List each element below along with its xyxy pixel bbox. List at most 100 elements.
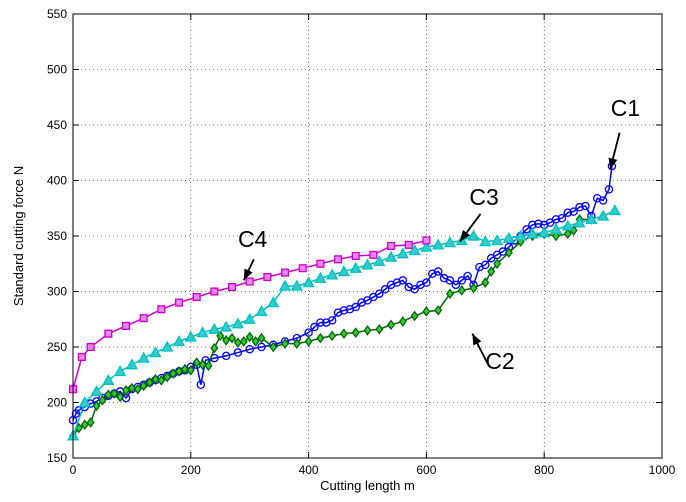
triangle-marker [585, 213, 598, 225]
square-marker [387, 241, 396, 251]
triangle-marker [137, 351, 150, 363]
callout-c3: C3 [459, 184, 499, 243]
circle-marker [422, 278, 431, 287]
y-tick-label: 450 [47, 118, 67, 132]
x-tick-label: 400 [299, 463, 319, 477]
diamond-marker [180, 363, 189, 375]
square-marker [422, 236, 431, 245]
callout-arrowhead [459, 230, 471, 242]
triangle-marker [78, 396, 91, 408]
diamond-marker [445, 288, 454, 300]
callout-label: C3 [469, 184, 498, 210]
circle-marker [339, 306, 349, 315]
circle-marker [604, 185, 614, 194]
circle-marker [351, 302, 360, 312]
square-marker [298, 264, 307, 273]
triangle-marker [243, 312, 256, 324]
diamond-marker [410, 310, 419, 322]
diamond-marker [351, 327, 360, 338]
square-marker [351, 251, 360, 261]
triangle-marker [490, 234, 504, 246]
diamond-marker [133, 383, 142, 395]
circle-marker [445, 276, 455, 285]
square-marker [139, 314, 148, 323]
triangle-marker [361, 258, 374, 270]
y-tick-label: 150 [47, 451, 67, 465]
diamond-marker [363, 325, 372, 336]
circle-marker [557, 213, 567, 223]
square-marker [104, 329, 113, 338]
circle-marker [380, 285, 390, 294]
square-marker [192, 292, 201, 302]
square-marker [316, 259, 325, 268]
diamond-marker [281, 338, 290, 349]
triangle-marker [267, 296, 280, 308]
square-marker [245, 277, 254, 286]
callout-arrowhead [243, 268, 253, 281]
circle-marker [451, 280, 461, 290]
diamond-marker [387, 319, 396, 331]
triangle-marker [172, 335, 186, 347]
diamond-marker [245, 331, 254, 343]
callout-c1: C1 [608, 95, 640, 170]
triangle-marker [349, 261, 362, 273]
triangle-marker [184, 330, 197, 342]
diamond-marker [204, 360, 213, 372]
diamond-marker [145, 377, 154, 388]
series-4 [68, 236, 431, 394]
triangle-marker [596, 209, 610, 221]
x-tick-label: 200 [181, 463, 201, 477]
y-tick-label: 550 [47, 7, 67, 21]
y-axis-title: Standard cutting force N [11, 166, 26, 306]
triangle-marker [432, 238, 445, 250]
triangle-marker [514, 229, 527, 241]
circle-marker [316, 318, 325, 327]
diamond-marker [504, 247, 513, 258]
diamond-marker [251, 336, 260, 347]
x-tick-label: 600 [416, 463, 436, 477]
triangle-marker [302, 276, 315, 288]
triangle-marker [526, 227, 539, 239]
diamond-marker [228, 332, 236, 344]
triangle-marker [549, 223, 563, 234]
circle-marker [598, 196, 608, 205]
y-tick-label: 350 [47, 229, 67, 243]
square-marker [227, 283, 237, 292]
circle-marker [327, 316, 337, 325]
callout-label: C4 [238, 226, 268, 252]
circle-marker [569, 207, 578, 216]
triangle-marker [420, 240, 433, 252]
diamond-marker [222, 335, 231, 346]
x-tick-label: 1000 [649, 463, 676, 477]
callout-c4: C4 [238, 226, 268, 281]
diamond-marker [139, 380, 148, 392]
circle-marker [196, 380, 206, 389]
y-tick-label: 250 [47, 340, 67, 354]
square-marker [86, 342, 95, 352]
circle-marker [575, 202, 584, 212]
circle-marker [522, 225, 531, 234]
square-marker [121, 321, 131, 330]
circle-marker [410, 285, 419, 294]
diamond-marker [127, 382, 136, 394]
diamond-marker [469, 282, 478, 294]
diamond-marker [157, 375, 166, 386]
y-tick-label: 200 [47, 396, 67, 410]
square-marker [210, 287, 219, 296]
callout-arrowhead [608, 157, 618, 170]
triangle-marker [255, 305, 268, 317]
series-3 [66, 204, 621, 441]
circle-marker [433, 267, 443, 276]
x-tick-label: 800 [534, 463, 554, 477]
diamond-marker [104, 389, 113, 401]
callout-label: C1 [611, 95, 640, 121]
diamond-marker [169, 368, 178, 379]
x-tick-label: 0 [70, 463, 77, 477]
circle-marker [581, 201, 590, 211]
diamond-marker [186, 365, 195, 376]
series-line [72, 239, 427, 390]
triangle-marker [538, 226, 551, 238]
diamond-marker [80, 419, 89, 430]
diamond-marker [257, 332, 266, 344]
x-axis-title: Cutting length m [320, 478, 415, 493]
